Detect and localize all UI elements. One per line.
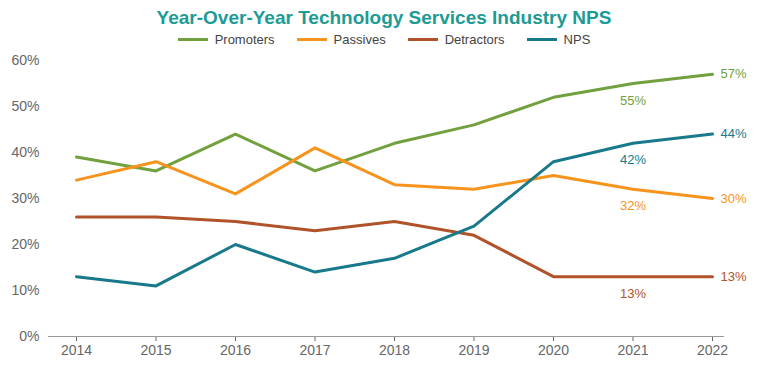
svg-text:57%: 57% (721, 66, 747, 81)
svg-text:40%: 40% (11, 144, 39, 160)
svg-text:30%: 30% (11, 190, 39, 206)
svg-text:10%: 10% (11, 282, 39, 298)
svg-text:13%: 13% (620, 286, 646, 301)
svg-text:50%: 50% (11, 98, 39, 114)
svg-text:44%: 44% (721, 126, 747, 141)
svg-text:2015: 2015 (140, 342, 171, 358)
html-text:Promoters: Promoters (214, 31, 275, 47)
svg-text:42%: 42% (620, 152, 646, 167)
html-text:Passives: Passives (333, 31, 386, 47)
svg-text:20%: 20% (11, 236, 39, 252)
svg-text:0%: 0% (19, 328, 39, 344)
svg-text:2022: 2022 (697, 342, 728, 358)
svg-text:13%: 13% (721, 269, 747, 284)
svg-text:2021: 2021 (617, 342, 648, 358)
svg-text:2017: 2017 (299, 342, 330, 358)
svg-text:30%: 30% (721, 191, 747, 206)
svg-text:2020: 2020 (538, 342, 569, 358)
svg-text:55%: 55% (620, 93, 646, 108)
svg-text:32%: 32% (620, 198, 646, 213)
svg-text:60%: 60% (11, 52, 39, 68)
html-text:Year-Over-Year Technology Serv: Year-Over-Year Technology Services Indus… (156, 7, 612, 28)
svg-text:2019: 2019 (458, 342, 489, 358)
svg-text:2016: 2016 (220, 342, 251, 358)
svg-text:2014: 2014 (61, 342, 92, 358)
svg-text:2018: 2018 (379, 342, 410, 358)
html-text:Detractors: Detractors (444, 31, 505, 47)
html-text:NPS: NPS (563, 31, 591, 47)
